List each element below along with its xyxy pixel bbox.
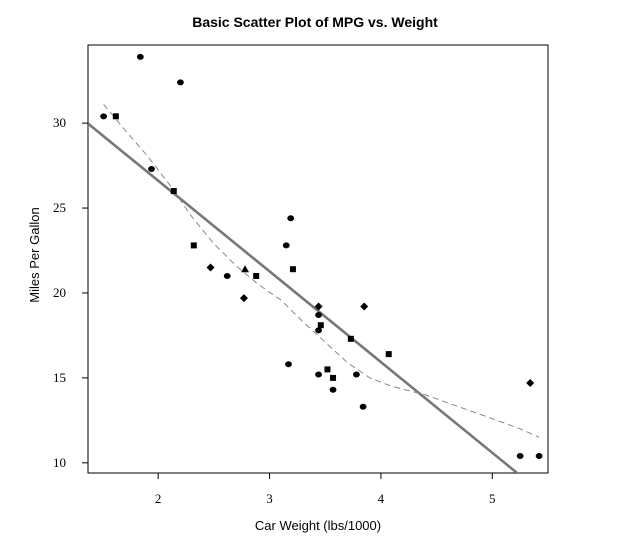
data-point [289,266,296,273]
plot-border [87,44,549,474]
data-point [100,113,107,120]
data-point [223,272,231,279]
x-tick-label: 3 [266,491,273,506]
y-tick-label: 25 [53,200,66,215]
data-point [359,403,367,410]
x-tick-label: 5 [489,491,496,506]
x-axis-ticks: 2 3 4 5 [155,473,496,506]
data-point [170,188,177,195]
data-point [314,302,323,311]
data-point [315,312,322,319]
data-point [148,165,155,172]
data-point [285,361,292,368]
data-point [136,53,144,60]
x-axis-label: Car Weight (lbs/1000) [255,518,381,533]
y-tick-label: 15 [53,370,66,385]
y-axis-label: Miles Per Gallon [27,207,42,302]
data-point [535,453,543,460]
data-point [324,366,331,373]
data-point [112,113,119,120]
data-point [177,79,184,86]
data-point [516,453,524,460]
x-tick-label: 2 [155,491,162,506]
data-point [315,371,322,378]
data-point [329,386,337,393]
regression-line [88,122,520,473]
data-point [317,322,324,329]
data-point [385,351,392,358]
data-points [100,53,543,460]
data-point [353,371,360,378]
lowess-curve [103,104,540,438]
data-point [315,327,322,334]
y-tick-label: 10 [53,455,66,470]
data-point [526,378,535,387]
data-point [347,335,354,342]
x-tick-label: 4 [378,491,385,506]
data-point [241,265,250,273]
data-point [190,242,197,249]
data-point [282,242,290,249]
y-tick-label: 30 [53,115,66,130]
fit-lines [88,104,540,473]
data-point [206,263,215,272]
data-point [287,215,295,222]
data-point [330,374,337,381]
data-point [253,272,260,279]
data-point [239,294,248,303]
plot-frame [87,44,549,474]
y-tick-label: 20 [53,285,66,300]
y-axis-ticks: 10 15 20 25 30 [53,115,88,470]
data-point [360,302,369,311]
chart-title: Basic Scatter Plot of MPG vs. Weight [192,14,438,30]
